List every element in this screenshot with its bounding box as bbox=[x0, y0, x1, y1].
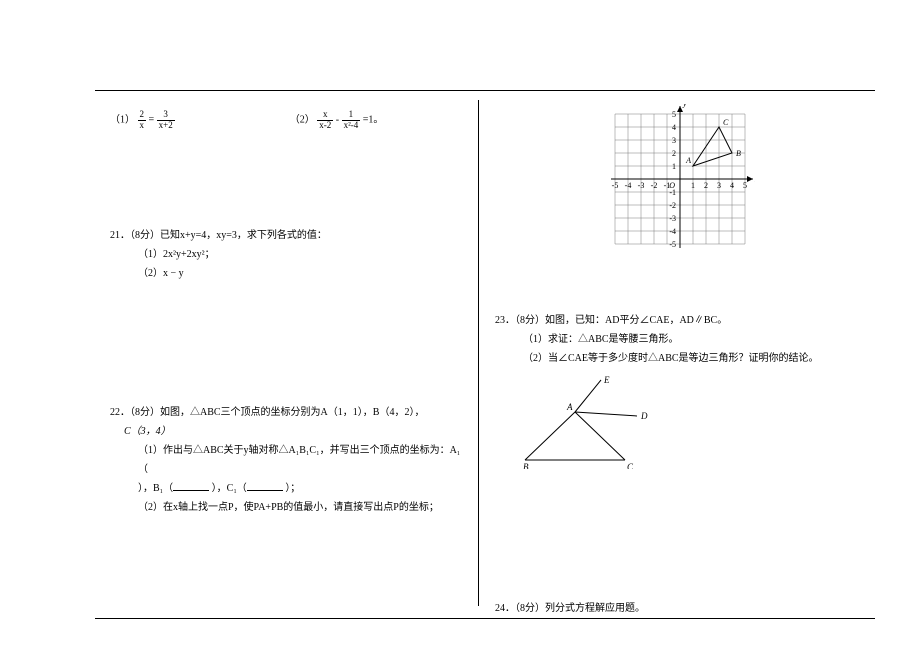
q23-p2: （2）当∠CAE等于多少度时△ABC是等边三角形？证明你的结论。 bbox=[495, 349, 865, 368]
svg-text:-4: -4 bbox=[625, 181, 632, 190]
q21-p1: （1）2x²y+2xy²； bbox=[110, 245, 462, 264]
svg-text:C: C bbox=[723, 118, 729, 127]
q23-p1: （1）求证：△ABC是等腰三角形。 bbox=[495, 330, 865, 349]
coordinate-grid: -5-5-4-4-3-3-2-2-1-11122334455OxyABC bbox=[495, 104, 865, 261]
svg-text:B: B bbox=[736, 149, 741, 158]
svg-text:D: D bbox=[640, 411, 648, 421]
svg-text:3: 3 bbox=[717, 181, 721, 190]
svg-text:5: 5 bbox=[672, 110, 676, 119]
q23-head: 23．（8分）如图，已知：AD平分∠CAE，AD∥BC。 bbox=[495, 311, 865, 330]
eq2-frac1: x x-2 bbox=[317, 110, 333, 131]
svg-text:x: x bbox=[754, 175, 755, 184]
svg-text:2: 2 bbox=[704, 181, 708, 190]
q22-p2: （2）在x轴上找一点P，使PA+PB的值最小，请直接写出点P的坐标； bbox=[110, 498, 462, 517]
svg-text:5: 5 bbox=[743, 181, 747, 190]
svg-text:-3: -3 bbox=[669, 214, 676, 223]
q21-head: 21．（8分）已知x+y=4，xy=3，求下列各式的值： bbox=[110, 226, 462, 245]
eq1-frac2: 3 x+2 bbox=[157, 110, 175, 131]
svg-text:C: C bbox=[627, 462, 634, 469]
svg-text:2: 2 bbox=[672, 149, 676, 158]
eq2-op: - bbox=[336, 115, 339, 126]
question-22: 22．（8分）如图，△ABC三个顶点的坐标分别为A（1，1），B（4，2）， C… bbox=[110, 403, 462, 517]
question-23: 23．（8分）如图，已知：AD平分∠CAE，AD∥BC。 （1）求证：△ABC是… bbox=[495, 311, 865, 469]
q22-blank-b bbox=[173, 481, 209, 491]
q22-head: 22．（8分）如图，△ABC三个顶点的坐标分别为A（1，1），B（4，2）， bbox=[110, 403, 462, 422]
eq2-frac2: 1 x²-4 bbox=[342, 110, 361, 131]
svg-text:E: E bbox=[603, 375, 610, 385]
question-24: 24．（8分）列分式方程解应用题。 bbox=[495, 599, 865, 618]
svg-text:A: A bbox=[566, 402, 573, 412]
svg-text:-3: -3 bbox=[638, 181, 645, 190]
svg-text:-2: -2 bbox=[669, 201, 676, 210]
question-21: 21．（8分）已知x+y=4，xy=3，求下列各式的值： （1）2x²y+2xy… bbox=[110, 226, 462, 283]
q22-p1: （1）作出与△ABC关于y轴对称△A₁B₁C₁，并写出三个顶点的坐标为：A₁（ … bbox=[110, 441, 462, 498]
q22-blank-c bbox=[247, 481, 283, 491]
equation-row: （1） 2 x = 3 x+2 （2） x x-2 - 1 x²-4 =1。 bbox=[110, 110, 462, 131]
svg-text:-5: -5 bbox=[612, 181, 619, 190]
svg-text:-5: -5 bbox=[669, 240, 676, 249]
svg-text:B: B bbox=[523, 462, 529, 469]
svg-text:1: 1 bbox=[672, 162, 676, 171]
svg-text:A: A bbox=[685, 156, 691, 165]
eq1-op: = bbox=[149, 115, 155, 126]
svg-text:O: O bbox=[669, 181, 675, 190]
right-column: -5-5-4-4-3-3-2-2-1-11122334455OxyABC 23．… bbox=[495, 100, 865, 611]
svg-text:-4: -4 bbox=[669, 227, 676, 236]
eq2-tail: =1。 bbox=[363, 115, 384, 126]
svg-text:1: 1 bbox=[691, 181, 695, 190]
svg-text:-2: -2 bbox=[651, 181, 658, 190]
svg-text:3: 3 bbox=[672, 136, 676, 145]
svg-text:y: y bbox=[682, 104, 687, 108]
q21-p2: （2）x − y bbox=[110, 264, 462, 283]
left-column: （1） 2 x = 3 x+2 （2） x x-2 - 1 x²-4 =1。 bbox=[110, 100, 462, 611]
q23-figure: E A D B C bbox=[495, 374, 865, 469]
eq-part2-label: （2） bbox=[290, 115, 315, 126]
svg-text:4: 4 bbox=[672, 123, 676, 132]
q22-c: C（3，4） bbox=[110, 422, 462, 441]
eq-part1-label: （1） bbox=[110, 115, 135, 126]
eq1-frac1: 2 x bbox=[138, 110, 147, 131]
q24-head: 24．（8分）列分式方程解应用题。 bbox=[495, 599, 865, 618]
svg-text:4: 4 bbox=[730, 181, 734, 190]
